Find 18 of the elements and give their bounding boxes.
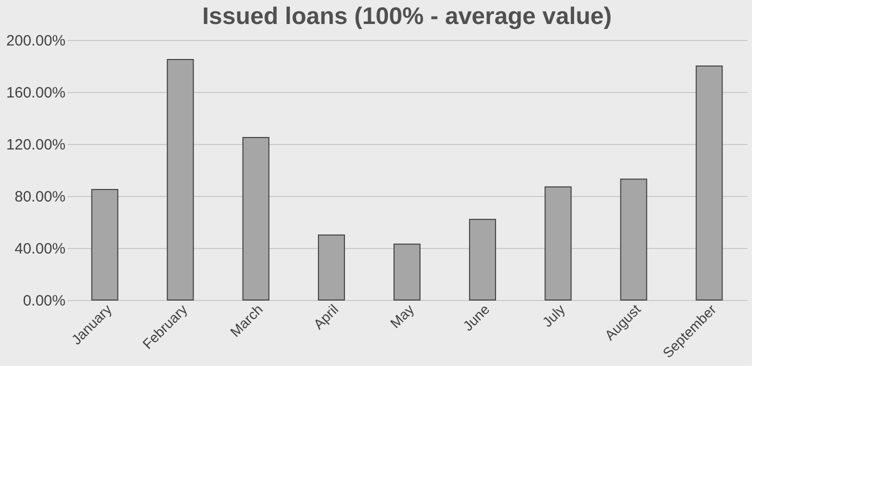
y-tick-label: 0.00% [22,292,66,310]
y-tick-label: 160.00% [6,84,66,102]
y-tick-label: 80.00% [14,188,66,206]
bar [394,244,420,300]
y-tick-label: 120.00% [6,136,66,154]
bar [620,178,648,300]
bar [469,218,496,300]
chart-title: Issued loans (100% - average value) [202,3,612,30]
bar [544,186,572,300]
x-tick-label: July [539,301,568,330]
bar [242,137,270,300]
bar [696,66,723,300]
bar [91,189,118,300]
y-tick-label: 200.00% [6,32,66,50]
bar [166,59,194,300]
y-tick-label: 40.00% [14,240,66,258]
bar [318,234,345,300]
x-tick-label: May [386,301,417,332]
